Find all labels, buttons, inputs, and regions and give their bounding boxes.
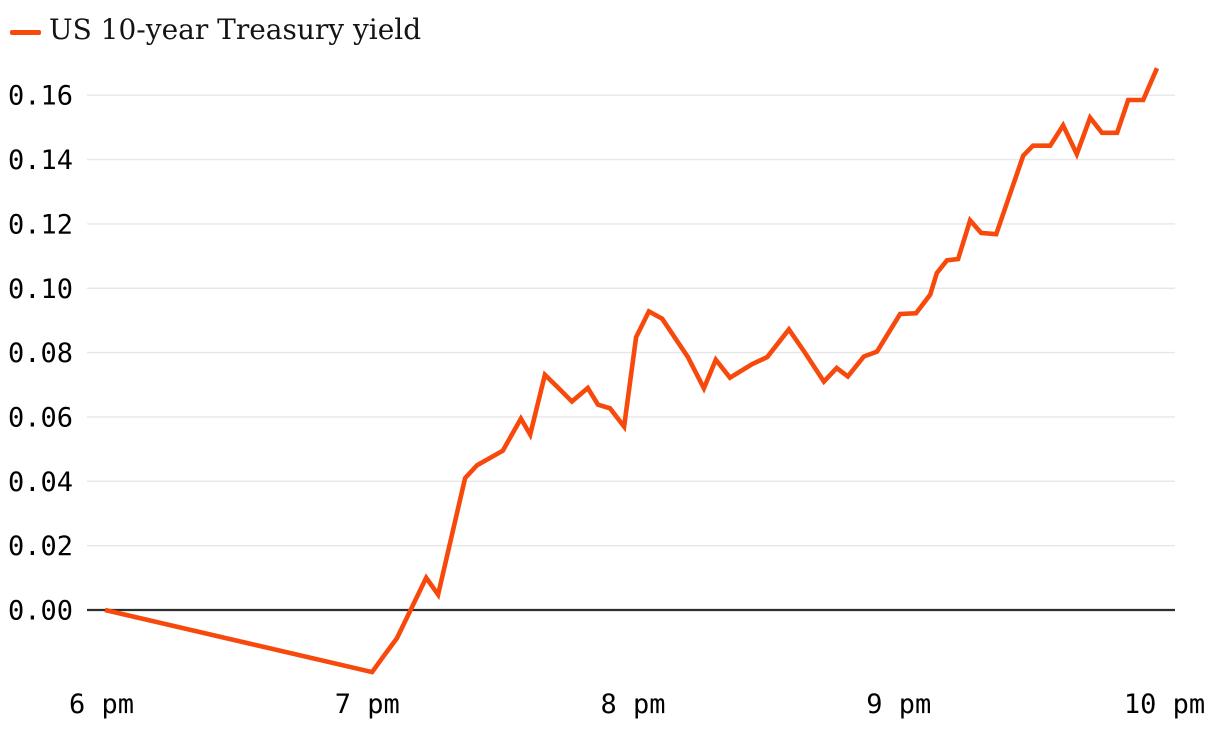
y-tick-label: 0.12 xyxy=(8,209,73,240)
y-tick-label: 0.02 xyxy=(8,531,73,562)
x-tick-label: 7 pm xyxy=(335,689,400,720)
y-tick-label: 0.14 xyxy=(8,145,73,176)
y-tick-label: 0.00 xyxy=(8,596,73,627)
treasury-yield-line xyxy=(104,67,1160,675)
y-tick-label: 0.16 xyxy=(8,81,73,112)
y-tick-label: 0.08 xyxy=(8,338,73,369)
legend: US 10-year Treasury yield xyxy=(10,13,422,46)
legend-line-swatch xyxy=(10,29,41,35)
x-tick-label: 8 pm xyxy=(600,689,665,720)
x-tick-label: 6 pm xyxy=(69,689,134,720)
y-tick-label: 0.10 xyxy=(8,274,73,305)
y-tick-label: 0.06 xyxy=(8,402,73,433)
y-tick-label: 0.04 xyxy=(8,467,73,498)
x-tick-label: 9 pm xyxy=(866,689,931,720)
x-tick-label: 10 pm xyxy=(1124,689,1205,720)
legend-label: US 10-year Treasury yield xyxy=(49,13,422,46)
